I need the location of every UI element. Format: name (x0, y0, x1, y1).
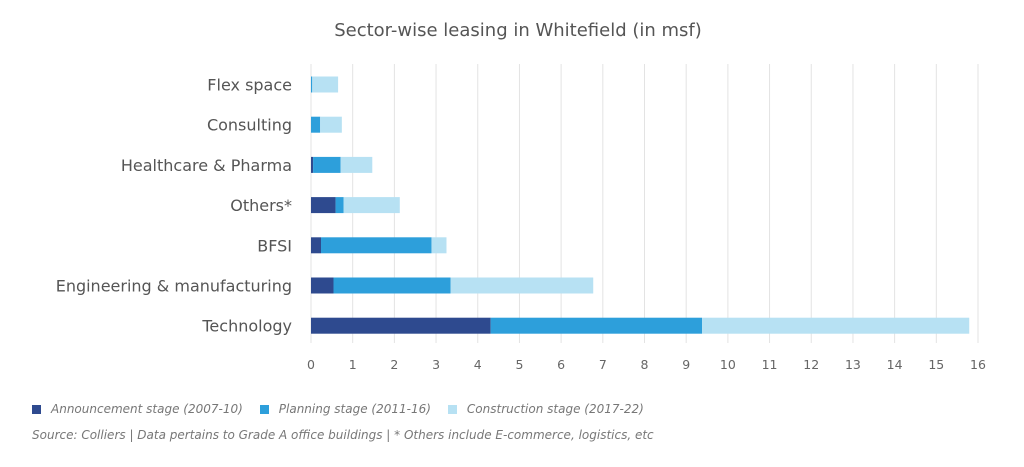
x-tick-label: 9 (682, 357, 690, 372)
x-tick-label: 14 (887, 357, 903, 372)
bar-segment (431, 237, 447, 254)
x-tick-label: 7 (599, 357, 607, 372)
legend-swatch-planning (259, 404, 269, 414)
bars (311, 76, 970, 334)
legend-swatch-announcement (32, 404, 41, 414)
category-label: Consulting (207, 116, 292, 135)
bar-segment (320, 116, 342, 133)
bar-segment (490, 317, 703, 334)
category-label: Flex space (207, 76, 292, 95)
x-tick-label: 6 (557, 357, 565, 372)
x-tick-label: 10 (720, 357, 736, 372)
bar-segment (333, 277, 451, 294)
bar-segment (311, 277, 334, 294)
grid-lines (310, 64, 979, 343)
bar-segment (312, 76, 339, 93)
legend: Announcement stage (2007-10) Planning st… (32, 402, 661, 416)
x-tick-label: 16 (970, 357, 986, 372)
legend-label-announcement: Announcement stage (2007-10) (51, 402, 243, 416)
bar-segment (343, 197, 400, 214)
legend-label-planning: Planning stage (2011-16) (278, 402, 431, 416)
bar-segment (311, 76, 313, 93)
category-label: Healthcare & Pharma (121, 156, 292, 175)
chart-title: Sector-wise leasing in Whitefield (in ms… (334, 20, 702, 41)
legend-item-construction: Construction stage (2017-22) (447, 402, 644, 416)
x-tick-label: 3 (432, 357, 440, 372)
bar-segment (311, 237, 322, 254)
category-labels: Flex space Consulting Healthcare & Pharma O… (56, 76, 292, 336)
x-tick-label: 8 (641, 357, 649, 372)
legend-item-planning: Planning stage (2011-16) (259, 402, 431, 416)
bar-chart: Sector-wise leasing in Whitefield (in ms… (56, 20, 986, 372)
bar-segment (311, 317, 491, 334)
x-tick-label: 0 (307, 357, 315, 372)
x-tick-label: 1 (349, 357, 357, 372)
bar-segment (321, 237, 432, 254)
category-label: Technology (201, 317, 292, 336)
bar-segment (340, 156, 373, 173)
bar-segment (702, 317, 970, 334)
bar-segment (450, 277, 594, 294)
category-label: Engineering & manufacturing (56, 277, 292, 296)
source-note: Source: Colliers | Data pertains to Grad… (32, 428, 654, 442)
bar-segment (335, 197, 344, 214)
legend-item-announcement: Announcement stage (2007-10) (32, 402, 243, 416)
x-tick-labels: 0 1 2 3 4 5 6 7 8 9 10 11 12 13 14 15 16 (307, 357, 986, 372)
category-label: Others* (230, 196, 292, 215)
legend-label-construction: Construction stage (2017-22) (466, 402, 644, 416)
legend-swatch-construction (447, 404, 457, 414)
bar-segment (311, 156, 314, 173)
x-tick-label: 2 (390, 357, 398, 372)
x-tick-label: 12 (803, 357, 819, 372)
x-tick-label: 15 (928, 357, 944, 372)
bar-segment (311, 116, 321, 133)
bar-segment (313, 156, 341, 173)
bar-segment (311, 197, 336, 214)
x-tick-label: 13 (845, 357, 861, 372)
x-tick-label: 4 (474, 357, 482, 372)
x-tick-label: 11 (762, 357, 778, 372)
category-label: BFSI (257, 236, 292, 255)
x-tick-label: 5 (515, 357, 523, 372)
